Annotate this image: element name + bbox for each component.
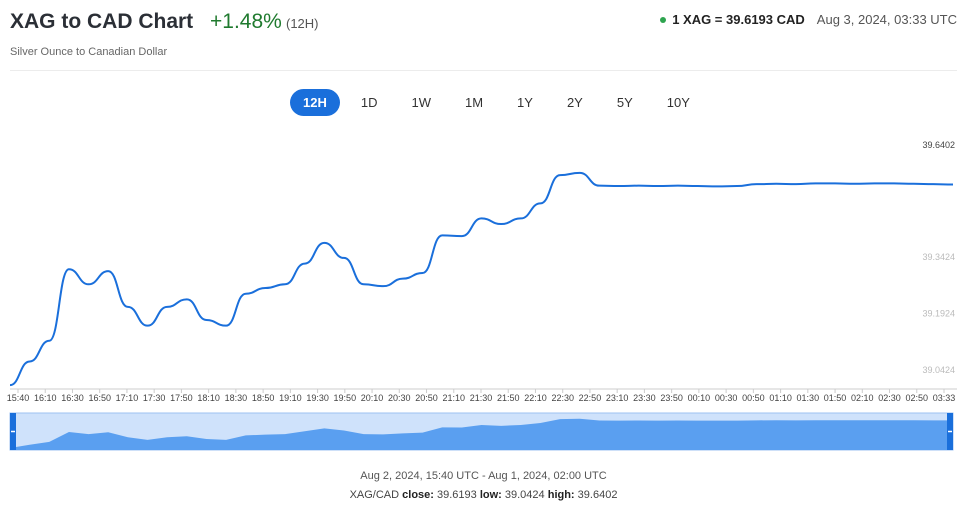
tab-12h[interactable]: 12H	[290, 89, 340, 116]
pair-label: XAG/CAD	[349, 489, 400, 501]
y-tick-label: 39.1924	[922, 309, 955, 319]
tab-1y[interactable]: 1Y	[517, 95, 533, 110]
x-tick-label: 03:33	[933, 393, 956, 403]
x-tick-label: 15:40	[7, 393, 30, 403]
x-tick-label: 23:30	[633, 393, 656, 403]
tab-5y[interactable]: 5Y	[616, 95, 633, 110]
x-tick-label: 22:50	[579, 393, 602, 403]
y-tick-label: 39.3424	[922, 252, 955, 262]
tab-1m[interactable]: 1M	[464, 95, 484, 110]
x-tick-label: 00:10	[688, 393, 711, 403]
x-tick-label: 19:30	[306, 393, 329, 403]
x-tick-label: 02:30	[878, 393, 901, 403]
ohlc-summary: XAG/CAD close: 39.6193 low: 39.0424 high…	[0, 489, 967, 501]
x-tick-label: 21:50	[497, 393, 520, 403]
x-axis: 15:40 16:10 16:30 16:50 17:10 17:30 17:50 18:10…	[7, 388, 957, 403]
divider	[10, 70, 957, 71]
change-percent: +1.48%	[210, 10, 282, 33]
date-range-text: Aug 2, 2024, 15:40 UTC - Aug 1, 2024, 02…	[360, 470, 607, 482]
high-value: 39.6402	[577, 489, 618, 501]
page-subtitle: Silver Ounce to Canadian Dollar	[10, 46, 168, 58]
chart-header: XAG to CAD Chart +1.48% (12H) 1 XAG = 39…	[10, 8, 957, 48]
x-tick-label: 17:10	[116, 393, 139, 403]
close-label: close:	[402, 489, 434, 501]
high-label: high:	[547, 489, 575, 501]
tab-1w[interactable]: 1W	[411, 95, 431, 110]
live-quote: 1 XAG = 39.6193 CAD Aug 3, 2024, 03:33 U…	[660, 12, 957, 27]
x-tick-label: 01:50	[824, 393, 847, 403]
x-tick-label: 18:50	[252, 393, 275, 403]
x-tick-label: 01:30	[797, 393, 820, 403]
x-tick-label: 23:50	[660, 393, 683, 403]
x-tick-label: 22:10	[524, 393, 547, 403]
x-tick-label: 18:10	[197, 393, 220, 403]
y-tick-label: 39.6402	[922, 140, 955, 150]
live-dot-icon	[660, 16, 667, 23]
x-tick-label: 22:30	[551, 393, 574, 403]
x-tick-label: 19:50	[334, 393, 357, 403]
x-tick-label: 16:50	[88, 393, 111, 403]
x-tick-label: 20:30	[388, 393, 411, 403]
x-tick-label: 02:50	[905, 393, 928, 403]
tab-1d[interactable]: 1D	[360, 95, 378, 110]
navigator-area	[10, 418, 953, 450]
low-value: 39.0424	[504, 489, 545, 501]
quote-value: 1 XAG = 39.6193 CAD	[672, 12, 805, 27]
range-tabs: 12H 1D 1W 1M 1Y 2Y 5Y 10Y	[290, 89, 711, 116]
x-tick-label: 20:10	[361, 393, 384, 403]
x-tick-label: 00:50	[742, 393, 765, 403]
plot-area	[9, 171, 954, 387]
tab-2y[interactable]: 2Y	[566, 95, 583, 110]
x-tick-label: 23:10	[606, 393, 629, 403]
x-tick-label: 17:50	[170, 393, 193, 403]
tab-10y[interactable]: 10Y	[666, 95, 690, 110]
x-tick-label: 17:30	[143, 393, 166, 403]
page-title: XAG to CAD Chart	[10, 10, 194, 33]
x-tick-label: 18:30	[225, 393, 248, 403]
price-series-line	[9, 171, 954, 387]
quote-timestamp: Aug 3, 2024, 03:33 UTC	[816, 12, 957, 27]
x-tick-label: 16:10	[34, 393, 57, 403]
x-tick-label: 02:10	[851, 393, 874, 403]
y-tick-label: 39.0424	[922, 365, 955, 375]
range-label: (12H)	[286, 16, 319, 31]
x-tick-label: 00:30	[715, 393, 738, 403]
x-tick-label: 20:50	[415, 393, 438, 403]
x-tick-label: 16:30	[61, 393, 84, 403]
close-value: 39.6193	[437, 489, 477, 501]
x-tick-label: 19:10	[279, 393, 302, 403]
low-label: low:	[479, 489, 502, 501]
y-axis: 39.6402 39.3424 39.1924 39.0424	[922, 140, 955, 375]
x-tick-label: 21:10	[442, 393, 465, 403]
x-tick-label: 01:10	[769, 393, 792, 403]
range-navigator[interactable]	[9, 412, 954, 451]
x-tick-label: 21:30	[470, 393, 493, 403]
